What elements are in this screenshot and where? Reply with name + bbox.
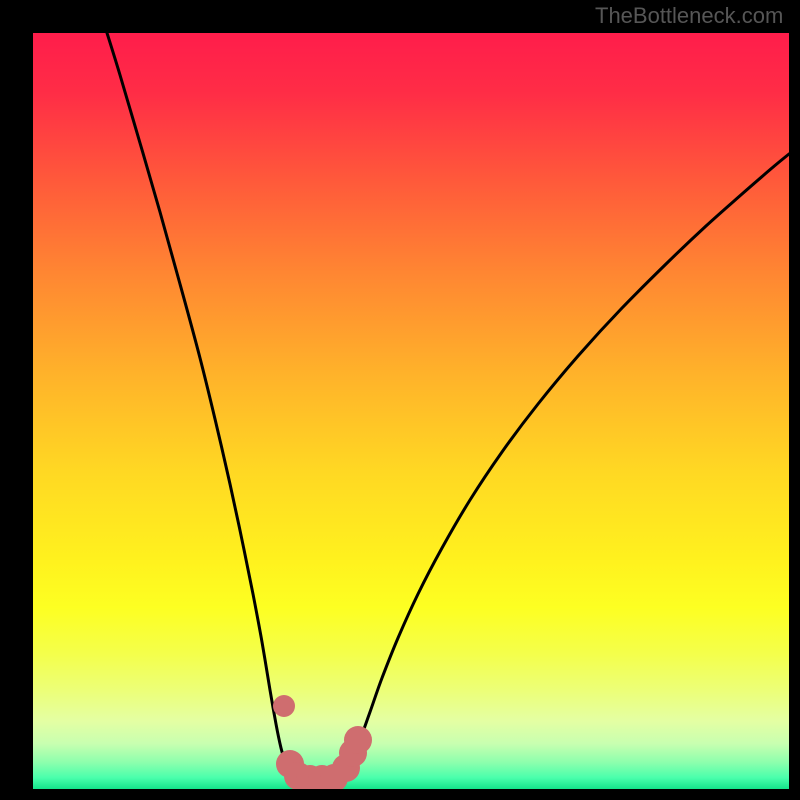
minimum-marker [344,726,372,754]
chart-overlay [0,0,800,800]
chart-frame: TheBottleneck.com [0,0,800,800]
watermark-text: TheBottleneck.com [595,3,783,29]
bottleneck-curve-left [107,33,292,778]
bottleneck-curve-right [345,154,789,775]
minimum-marker [273,695,295,717]
